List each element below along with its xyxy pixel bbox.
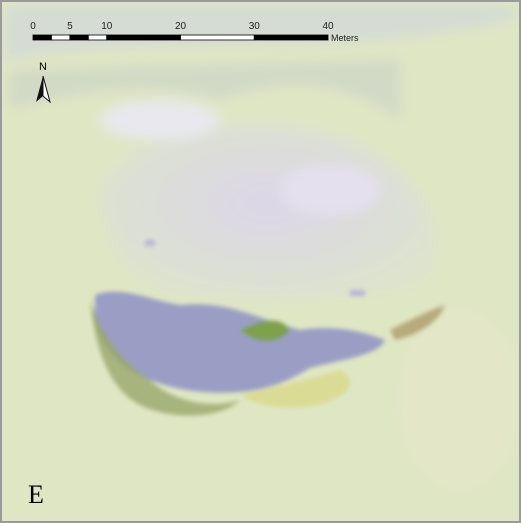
scale-unit: Meters xyxy=(331,33,359,43)
map-panel: 0 5 10 20 30 40Meters N E xyxy=(0,0,521,523)
north-label: N xyxy=(39,61,47,73)
scale-segment xyxy=(88,35,106,40)
scale-segment xyxy=(33,35,51,40)
scale-segment xyxy=(181,35,255,40)
scale-tick-label: 20 xyxy=(175,21,187,32)
scale-tick-label: 30 xyxy=(249,21,261,32)
scale-tick-label: 5 xyxy=(67,21,73,32)
scale-segment xyxy=(254,35,328,40)
scale-tick-label: 0 xyxy=(30,21,36,32)
panel-label: E xyxy=(28,480,44,509)
scale-tick-label: 10 xyxy=(101,21,113,32)
scale-tick-label: 40 xyxy=(322,21,334,32)
scale-segment xyxy=(107,35,181,40)
scale-segment xyxy=(51,35,69,40)
scale-segment xyxy=(70,35,88,40)
